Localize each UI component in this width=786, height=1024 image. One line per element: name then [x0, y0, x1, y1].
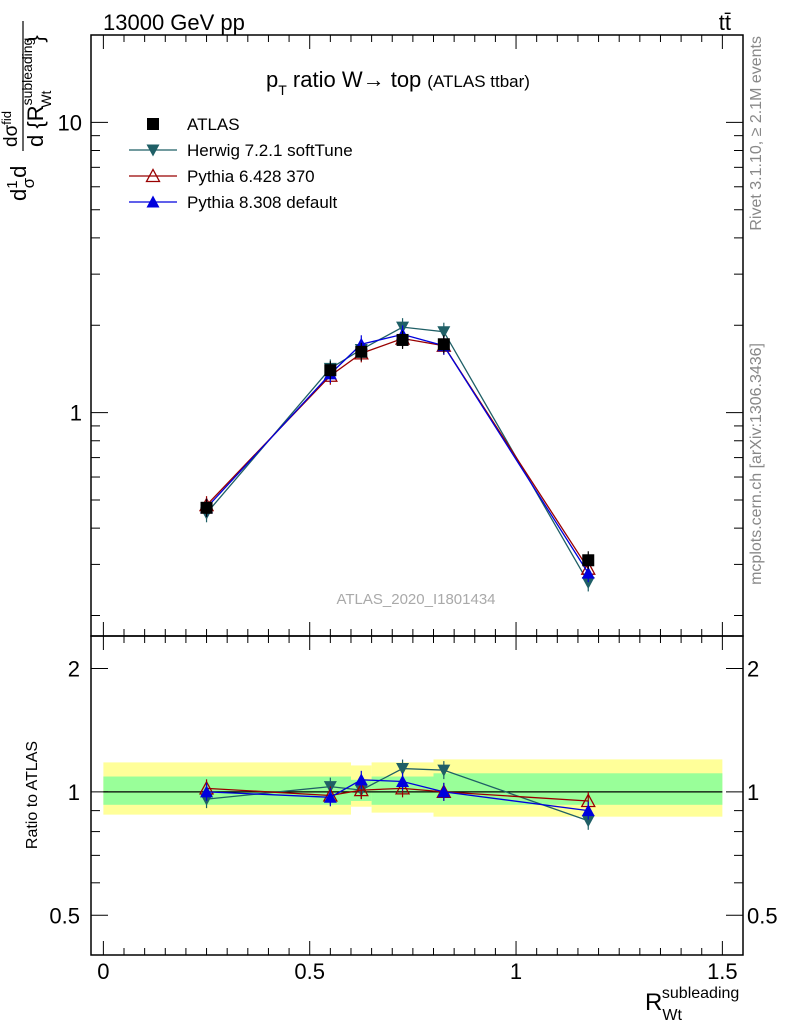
- x-tick-label: 1: [510, 959, 522, 984]
- legend-marker: [146, 195, 160, 208]
- main-y-axis-label: d1σd dσfid d {Rsubleading Wt}: [0, 21, 54, 201]
- ratio-y-axis-label: Ratio to ATLAS: [24, 741, 41, 849]
- main-atlas-point: [437, 338, 450, 351]
- ratio-pythia-8-308-default-point: [396, 774, 410, 787]
- ratio-y-tick-label: 0.5: [49, 903, 80, 928]
- main-atlas-point: [200, 501, 213, 514]
- ratio-y-tick-label-right: 2: [747, 656, 759, 681]
- legend-item: Pythia 8.308 default: [129, 193, 338, 212]
- ratio-y-tick-label: 2: [68, 656, 80, 681]
- ratio-herwig-7-2-1-softtune-line: [206, 767, 589, 822]
- x-tick-label: 1.5: [707, 959, 738, 984]
- ratio-pythia-8-308-default-point: [200, 785, 214, 798]
- ratio-y-tick-label-right: 1: [747, 780, 759, 805]
- ratio-pythia-8-308-default-line: [206, 779, 589, 812]
- ratio-herwig-7-2-1-softtune-point: [396, 763, 410, 776]
- main-atlas-point: [582, 554, 595, 567]
- ratio-panel: 0 0.5 1 1.5 0.5 0.5 1 1 2 2: [49, 635, 778, 984]
- ratio-y-tick-label: 1: [68, 780, 80, 805]
- legend: ATLAS Herwig 7.2.1 softTune Pythia 6.428 3…: [129, 115, 353, 212]
- legend-marker: [145, 168, 161, 183]
- main-y-tick-label: 1: [70, 401, 82, 426]
- rivet-version-label: Rivet 3.1.10, ≥ 2.1M events: [748, 36, 765, 231]
- ratio-pythia-8-308-default-point: [323, 790, 337, 803]
- legend-label: Pythia 6.428 370: [187, 167, 315, 186]
- main-pythia-8-308-default-line: [206, 333, 589, 574]
- x-tick-label: 0: [97, 959, 109, 984]
- main-panel: 1 10 ATLAS Herwig 7.2.1 softTune Pythia 6.42…: [58, 34, 744, 637]
- ratio-pythia-6-428-370-line: [206, 787, 589, 802]
- ratio-band-green: [103, 776, 351, 805]
- ratio-pythia-8-308-default-point: [581, 804, 595, 817]
- legend-item: Pythia 6.428 370: [129, 167, 315, 186]
- legend-item: ATLAS: [147, 115, 240, 134]
- ratio-y-tick-label-right: 0.5: [747, 903, 778, 928]
- svg-text:dσfid: dσfid: [0, 111, 22, 147]
- ratio-pythia-6-428-370-point: [353, 782, 369, 797]
- x-tick-label: 0.5: [294, 959, 325, 984]
- main-y-tick-label: 10: [58, 110, 82, 135]
- main-herwig-7-2-1-softtune-line: [206, 326, 589, 583]
- ratio-pythia-6-428-370-point: [394, 780, 411, 795]
- ratio-frame: [90, 635, 744, 956]
- analysis-watermark: ATLAS_2020_I1801434: [336, 591, 495, 608]
- main-herwig-7-2-1-softtune-point: [437, 326, 451, 339]
- main-atlas-point: [324, 364, 337, 377]
- legend-item: Herwig 7.2.1 softTune: [129, 141, 353, 160]
- main-atlas-point: [396, 333, 409, 346]
- ratio-band-green: [433, 773, 723, 805]
- legend-label: Herwig 7.2.1 softTune: [187, 141, 353, 160]
- main-pythia-8-308-default-point: [581, 566, 595, 579]
- ratio-pythia-8-308-default-point: [437, 785, 451, 798]
- ratio-pythia-8-308-default-point: [354, 773, 368, 786]
- chart-title: pT ratio W→ top (ATLAS ttbar): [266, 67, 530, 98]
- ratio-herwig-7-2-1-softtune-point: [437, 764, 451, 777]
- svg-text:d1σd: d1σd: [4, 166, 38, 201]
- legend-marker: [147, 118, 159, 130]
- legend-marker: [146, 144, 160, 157]
- x-axis-label: RWtsubleading: [645, 985, 739, 1024]
- legend-label: Pythia 8.308 default: [187, 193, 338, 212]
- legend-label: ATLAS: [187, 115, 240, 134]
- mcplots-credit-label: mcplots.cern.ch [arXiv:1306.3436]: [748, 343, 765, 585]
- main-herwig-7-2-1-softtune-point: [581, 576, 595, 589]
- ratio-herwig-7-2-1-softtune-point: [581, 815, 595, 828]
- main-atlas-point: [355, 345, 368, 358]
- main-pythia-6-428-370-line: [206, 337, 589, 570]
- header-process-label: tt̄: [719, 10, 731, 35]
- header-energy-label: 13000 GeV pp: [103, 10, 245, 35]
